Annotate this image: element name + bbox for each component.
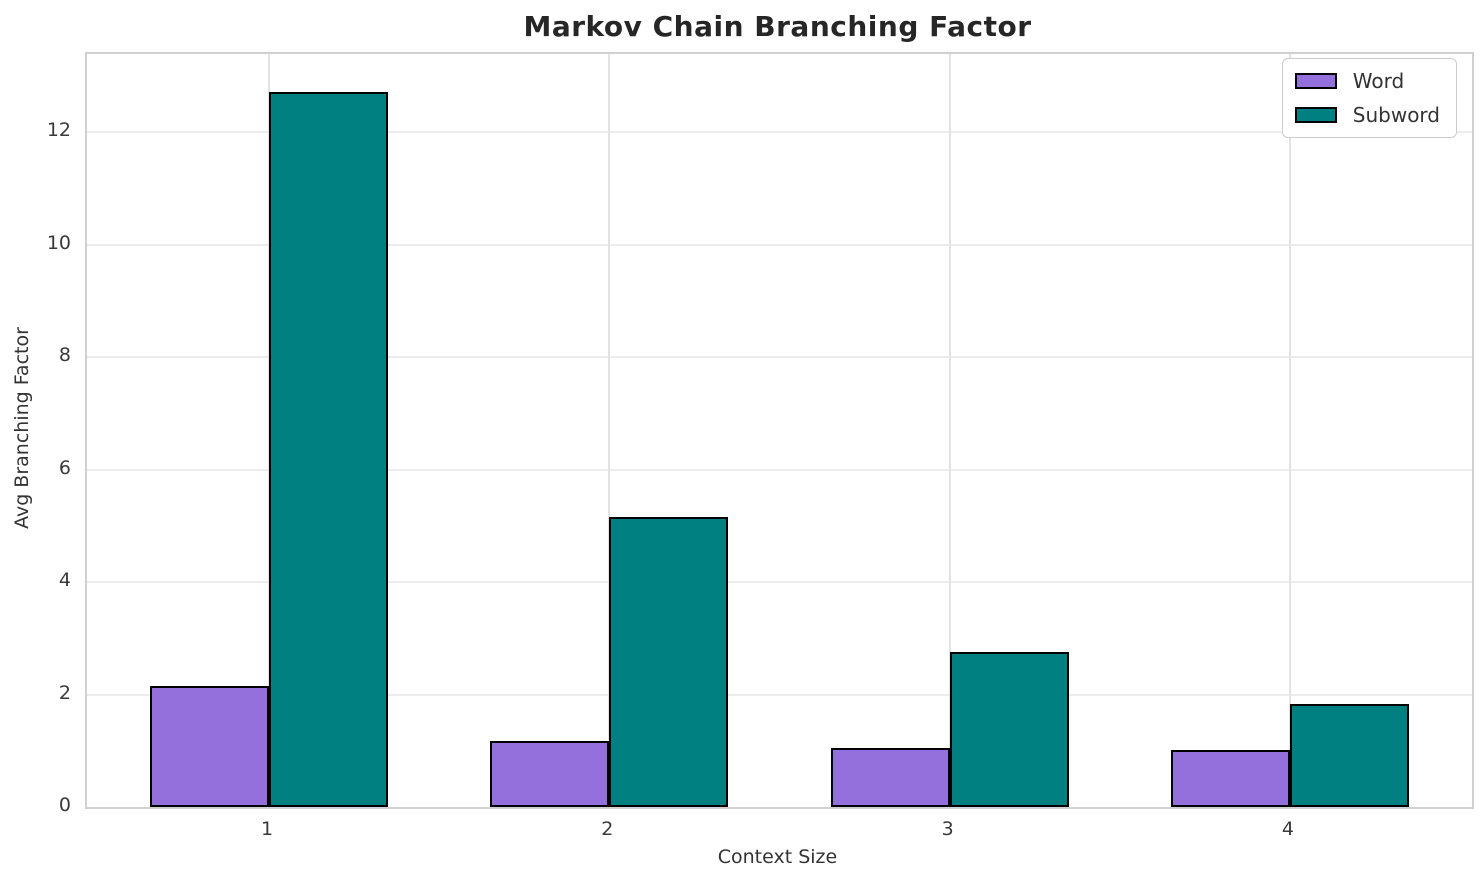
ytick-8: 8 [58, 344, 71, 367]
ytick-12: 12 [46, 119, 71, 142]
ytick-0: 0 [58, 794, 71, 816]
xtick-4: 4 [1281, 818, 1294, 840]
legend-swatch-subword [1294, 107, 1337, 123]
gridline-x-3 [948, 54, 951, 807]
bar-word-context-3 [830, 747, 950, 807]
bar-subword-context-3 [949, 652, 1069, 807]
legend-item-word: Word [1294, 69, 1440, 93]
xtick-3: 3 [941, 818, 954, 840]
bar-word-context-2 [490, 740, 610, 807]
xtick-2: 2 [601, 818, 614, 840]
legend-label-subword: Subword [1352, 103, 1440, 127]
legend-label-word: Word [1352, 69, 1405, 93]
ytick-2: 2 [58, 681, 71, 704]
gridline-x-4 [1288, 54, 1291, 807]
legend-item-subword: Subword [1294, 103, 1440, 127]
legend-swatch-word [1294, 73, 1337, 89]
gridline-y-8 [87, 356, 1472, 359]
x-axis-label: Context Size [717, 846, 838, 868]
bar-subword-context-1 [269, 91, 389, 807]
gridline-x-2 [608, 54, 611, 807]
gridline-y-4 [87, 581, 1472, 584]
gridline-y-6 [87, 468, 1472, 471]
ytick-10: 10 [46, 231, 71, 254]
bar-word-context-4 [1170, 749, 1290, 807]
ytick-6: 6 [58, 456, 71, 479]
legend: Word Subword [1281, 58, 1457, 138]
xtick-1: 1 [261, 818, 274, 840]
bar-subword-context-2 [609, 517, 729, 807]
bar-word-context-1 [149, 686, 270, 807]
plot-area [85, 52, 1474, 809]
gridline-y-10 [87, 243, 1472, 246]
ytick-4: 4 [58, 569, 71, 592]
gridline-y-2 [87, 693, 1472, 696]
gridline-y-12 [87, 131, 1472, 134]
chart-title: Markov Chain Branching Factor [523, 10, 1032, 43]
bar-subword-context-4 [1289, 704, 1410, 807]
